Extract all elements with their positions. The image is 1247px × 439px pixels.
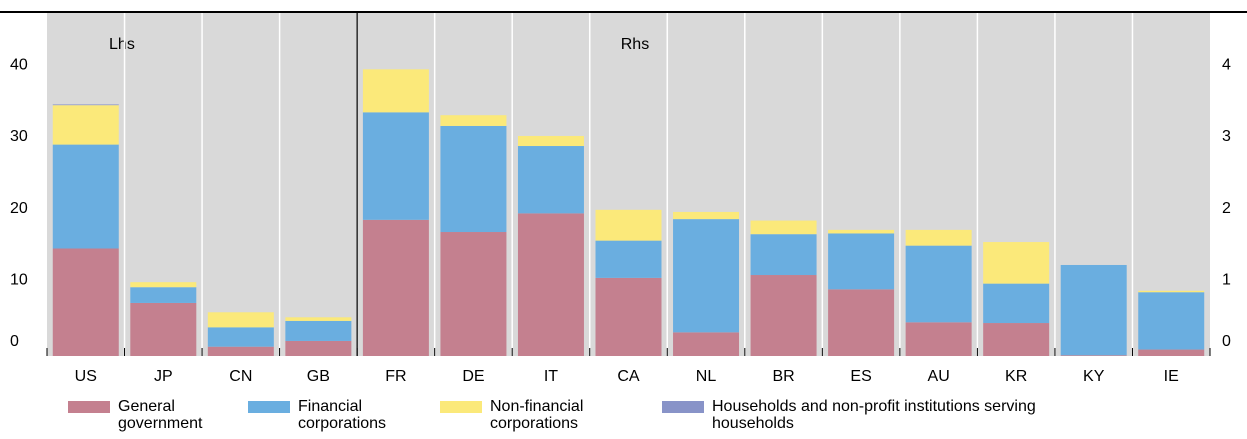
- x-tick-label: CN: [229, 368, 252, 385]
- bar-segment: [440, 125, 507, 233]
- bar-segment: [130, 287, 197, 303]
- bar-segment: [673, 332, 740, 356]
- panel-label: Rhs: [621, 36, 649, 53]
- y2-tick-label: 3: [1222, 128, 1231, 145]
- bar-segment: [285, 317, 352, 321]
- bar-segment: [362, 69, 429, 113]
- bar-segment: [517, 213, 584, 356]
- bar-segment: [1138, 290, 1205, 293]
- bar-segment: [595, 277, 662, 356]
- bar-segment: [983, 242, 1050, 284]
- legend-item: Financial corporations: [248, 398, 408, 432]
- bar-segment: [52, 105, 119, 145]
- legend-label: General government: [118, 398, 203, 432]
- y-tick-label: 40: [10, 57, 28, 74]
- bar-segment: [130, 282, 197, 288]
- bar-segment: [52, 104, 119, 106]
- x-tick-label: DE: [462, 368, 484, 385]
- y2-tick-label: 4: [1222, 57, 1231, 74]
- legend-item: Non-financial corporations: [440, 398, 610, 432]
- legend-swatch: [248, 401, 290, 413]
- bar-segment: [285, 340, 352, 356]
- bar-segment: [905, 229, 972, 246]
- bar-segment: [750, 234, 817, 276]
- legend-swatch: [68, 401, 110, 413]
- legend-swatch: [662, 401, 704, 413]
- bar-segment: [207, 346, 274, 356]
- bar-segment: [828, 229, 895, 234]
- bar-segment: [828, 289, 895, 356]
- chart: 0 10 20 30 40 Lhs US JP CN GB 0 1 2 3 4 Rhs FR DE IT CA NL BR…: [0, 11, 1247, 385]
- bar-segment: [595, 240, 662, 278]
- bar-segment: [828, 233, 895, 290]
- bar-segment: [52, 144, 119, 249]
- y-tick-label: 10: [10, 272, 28, 289]
- bar-segment: [285, 320, 352, 341]
- bar-segment: [1138, 292, 1205, 350]
- bar-segment: [905, 245, 972, 323]
- x-tick-label: IT: [544, 368, 558, 385]
- x-tick-label: US: [75, 368, 97, 385]
- bar-segment: [207, 327, 274, 347]
- x-tick-label: KR: [1005, 368, 1027, 385]
- y2-tick-label: 1: [1222, 272, 1231, 289]
- x-tick-label: JP: [154, 368, 173, 385]
- bar-segment: [1060, 264, 1127, 356]
- bar-segment: [750, 275, 817, 356]
- bar-segment: [1060, 355, 1127, 356]
- legend-label: Households and non-profit institutions s…: [712, 398, 1036, 432]
- y2-tick-label: 2: [1222, 200, 1231, 217]
- bar-segment: [750, 220, 817, 235]
- bar-segment: [595, 209, 662, 241]
- legend-label: Financial corporations: [298, 398, 387, 432]
- legend-item: Households and non-profit institutions s…: [662, 398, 1072, 432]
- bar-segment: [130, 302, 197, 356]
- y2-tick-label: 0: [1222, 333, 1231, 350]
- bar-segment: [207, 312, 274, 328]
- bar-segment: [517, 135, 584, 147]
- y-tick-label: 20: [10, 200, 28, 217]
- bar-segment: [440, 115, 507, 126]
- bar-segment: [1138, 349, 1205, 356]
- x-tick-label: KY: [1083, 368, 1105, 385]
- x-tick-label: CA: [617, 368, 640, 385]
- bar-segment: [362, 112, 429, 220]
- bar-segment: [983, 283, 1050, 324]
- legend-swatch: [440, 401, 482, 413]
- x-tick-label: IE: [1164, 368, 1179, 385]
- y-tick-label: 0: [10, 333, 19, 350]
- x-tick-label: ES: [850, 368, 871, 385]
- legend-label: Non-financial corporations: [490, 398, 584, 432]
- panel-label: Lhs: [109, 36, 135, 53]
- x-tick-label: AU: [928, 368, 950, 385]
- bar-segment: [52, 248, 119, 356]
- bar-segment: [440, 232, 507, 356]
- x-tick-label: FR: [385, 368, 406, 385]
- x-tick-label: GB: [307, 368, 330, 385]
- bar-segment: [673, 219, 740, 333]
- y-tick-label: 30: [10, 128, 28, 145]
- x-tick-label: BR: [772, 368, 794, 385]
- bar-segment: [517, 146, 584, 214]
- legend-item: General government: [68, 398, 228, 432]
- x-tick-label: NL: [696, 368, 717, 385]
- bar-segment: [905, 322, 972, 356]
- bar-segment: [362, 219, 429, 356]
- bar-segment: [983, 323, 1050, 356]
- bar-segment: [673, 211, 740, 220]
